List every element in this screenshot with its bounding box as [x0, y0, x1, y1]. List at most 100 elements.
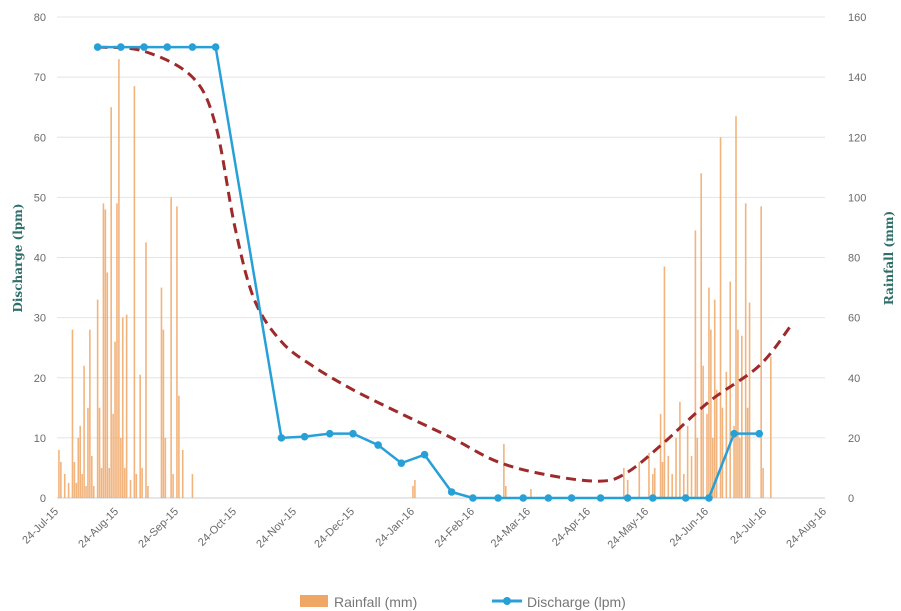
discharge-point	[117, 43, 125, 51]
rainfall-bar	[661, 461, 664, 498]
rainfall-bar	[696, 437, 699, 498]
rainfall-bar	[659, 413, 662, 498]
left-tick-label: 20	[34, 373, 46, 385]
right-tick-label: 60	[848, 313, 860, 325]
right-tick-label: 40	[848, 373, 860, 385]
rainfall-bar	[414, 479, 416, 498]
rainfall-bar	[748, 302, 751, 498]
legend: Rainfall (mm) Discharge (lpm)	[300, 594, 626, 610]
right-tick-label: 20	[848, 433, 860, 445]
rainfall-bar	[63, 473, 66, 498]
x-tick-label: 24-Nov-15	[254, 506, 299, 551]
rainfall-bar	[141, 467, 143, 498]
discharge-points	[93, 43, 764, 502]
right-tick-label: 120	[848, 132, 866, 144]
rainfall-bar	[653, 467, 656, 498]
rainfall-bar	[118, 59, 120, 499]
rainfall-bar	[75, 482, 78, 498]
legend-rainfall-swatch	[300, 595, 328, 607]
rainfall-bar	[725, 371, 728, 498]
rainfall-bar	[191, 473, 194, 498]
left-tick-label: 70	[34, 72, 46, 84]
rainfall-bar	[700, 173, 702, 498]
rainfall-bar	[67, 482, 70, 498]
rainfall-bar	[85, 485, 87, 498]
discharge-point	[623, 494, 632, 502]
discharge-point	[374, 441, 382, 449]
rainfall-bar	[176, 206, 178, 499]
rainfall-bar	[663, 266, 666, 498]
rainfall-bar	[120, 437, 122, 498]
rainfall-bar	[129, 479, 132, 498]
right-axis-ticks: 0 20 40 60 80 100 120 140 160	[848, 12, 866, 505]
rainfall-bar	[679, 401, 681, 498]
left-tick-label: 40	[34, 253, 46, 265]
legend-discharge-marker	[503, 597, 511, 605]
rainfall-bar	[102, 203, 105, 498]
rainfall-bar	[139, 374, 141, 498]
rainfall-bar	[108, 467, 111, 498]
rainfall-bar	[87, 407, 89, 498]
discharge-point	[681, 494, 690, 502]
x-tick-label: 24-May-16	[605, 506, 651, 552]
discharge-point	[163, 43, 172, 51]
x-tick-label: 24-Apr-16	[550, 506, 593, 549]
rainfall-bar	[112, 413, 114, 498]
rainfall-bar	[71, 329, 74, 498]
rainfall-bar	[110, 107, 112, 498]
x-tick-label: 24-Oct-15	[196, 506, 239, 549]
rainfall-bar	[729, 281, 732, 498]
rainfall-bars	[58, 59, 772, 499]
rainfall-bar	[530, 488, 532, 498]
discharge-point	[567, 494, 576, 502]
rainfall-bar	[160, 287, 163, 498]
rainfall-bar	[178, 395, 180, 498]
rainfall-bar	[170, 197, 172, 498]
rainfall-bar	[83, 365, 85, 498]
x-tick-label: 24-Sep-15	[136, 506, 181, 551]
rainfall-bar	[412, 485, 414, 498]
right-tick-label: 80	[848, 253, 860, 265]
rainfall-bar	[172, 473, 174, 498]
rainfall-bar	[100, 467, 103, 498]
rainfall-bar	[626, 479, 629, 498]
right-tick-label: 140	[848, 72, 866, 84]
rainfall-bar	[162, 329, 165, 498]
rainfall-bar	[648, 452, 650, 498]
left-tick-label: 80	[34, 12, 46, 24]
rainfall-bar	[721, 407, 724, 498]
left-axis-title: Discharge (lpm)	[11, 203, 25, 312]
rainfall-bar	[98, 407, 101, 498]
discharge-point	[596, 494, 605, 502]
rainfall-bar	[694, 230, 697, 498]
rainfall-bar	[711, 437, 714, 498]
rainfall-bar	[96, 299, 99, 498]
rainfall-bar	[81, 473, 83, 498]
left-tick-label: 60	[34, 132, 46, 144]
x-tick-label: 24-Feb-16	[433, 506, 477, 550]
rainfall-bar	[147, 485, 149, 498]
rainfall-bar	[123, 467, 126, 498]
rainfall-bar	[60, 461, 62, 498]
right-tick-label: 160	[848, 12, 866, 24]
discharge-point	[447, 488, 456, 496]
discharge-point	[93, 43, 102, 51]
rainfall-bar	[686, 425, 689, 498]
rainfall-bar	[770, 356, 772, 498]
rainfall-bar	[760, 206, 762, 499]
rainfall-bar	[77, 437, 80, 498]
x-tick-label: 24-Aug-16	[784, 506, 829, 551]
discharge-point	[140, 43, 148, 51]
rainfall-bar	[623, 467, 625, 498]
left-axis-ticks: 0 10 20 30 40 50 60 70 80	[34, 12, 46, 505]
discharge-point	[188, 43, 197, 51]
legend-discharge-label: Discharge (lpm)	[527, 594, 626, 610]
rainfall-bar	[133, 86, 136, 499]
x-tick-label: 24-Jun-16	[668, 506, 712, 550]
rainfall-bar	[744, 203, 747, 498]
left-tick-label: 0	[40, 493, 46, 505]
discharge-point	[211, 43, 220, 51]
rainfall-bar	[737, 329, 739, 498]
rainfall-bar	[719, 137, 722, 498]
discharge-point	[469, 494, 477, 502]
